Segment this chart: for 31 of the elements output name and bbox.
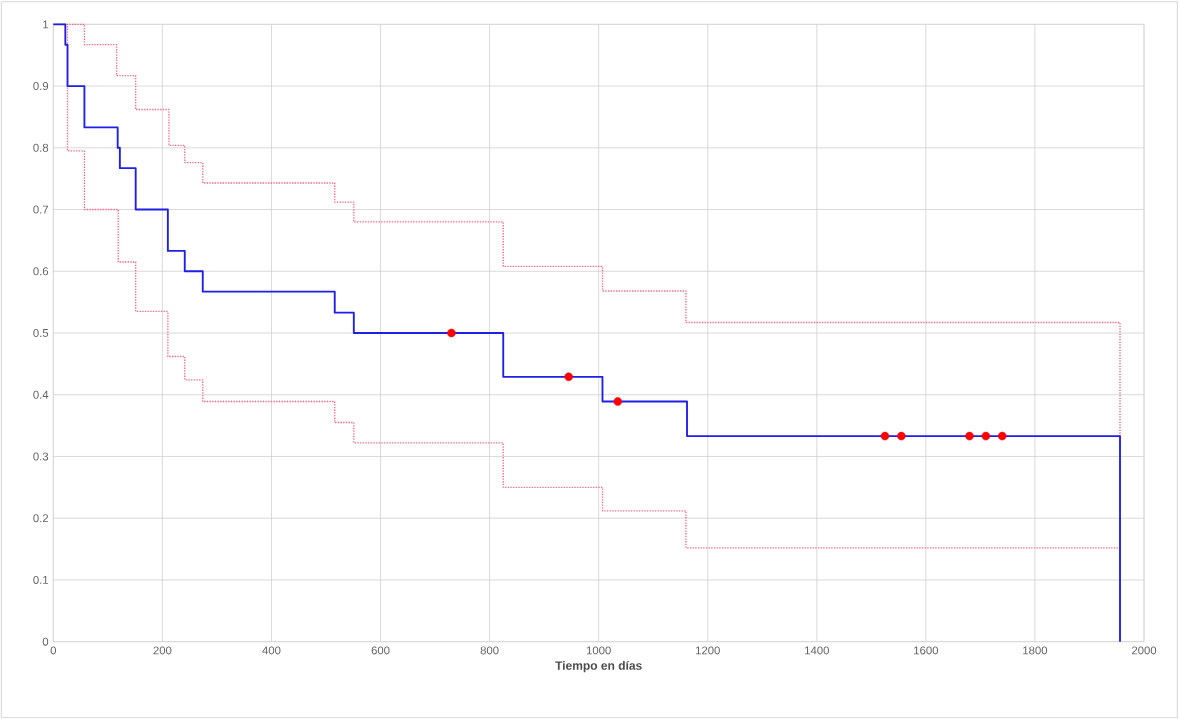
point (447, 328, 456, 338)
point (564, 372, 573, 382)
x-axis-title: Tiempo en días (555, 660, 642, 673)
point (880, 431, 890, 441)
y-tick-label: 0.4 (33, 390, 49, 399)
x-tick-label: 0 (50, 646, 57, 655)
x-tick-label: 2000 (1131, 646, 1157, 655)
y-tick-label: 0.9 (33, 82, 49, 91)
point (997, 431, 1007, 441)
point (897, 431, 906, 441)
y-tick-label: 1 (43, 20, 49, 29)
x-tick-label: 600 (371, 646, 390, 655)
y-tick-label: 0.6 (33, 267, 49, 276)
y-tick-label: 0.5 (33, 329, 49, 338)
x-tick-label: 1800 (1023, 646, 1048, 655)
x-tick-label: 1000 (586, 646, 611, 655)
y-tick-label: 0.3 (33, 452, 49, 461)
x-tick-label: 1400 (805, 646, 829, 655)
x-tick-label: 1600 (914, 646, 939, 655)
x-tick-label: 400 (262, 646, 281, 655)
y-tick-label: 0.8 (33, 143, 49, 152)
x-tick-label: 800 (480, 646, 499, 655)
y-tick-label: 0.2 (33, 514, 49, 523)
point (613, 397, 623, 406)
point (981, 431, 991, 441)
point (965, 431, 974, 441)
y-tick-label: 0.1 (33, 575, 49, 584)
y-tick-label: 0 (42, 637, 49, 646)
x-tick-label: 200 (153, 646, 172, 655)
x-tick-label: 1200 (695, 646, 720, 655)
y-tick-label: 0.7 (33, 205, 49, 214)
